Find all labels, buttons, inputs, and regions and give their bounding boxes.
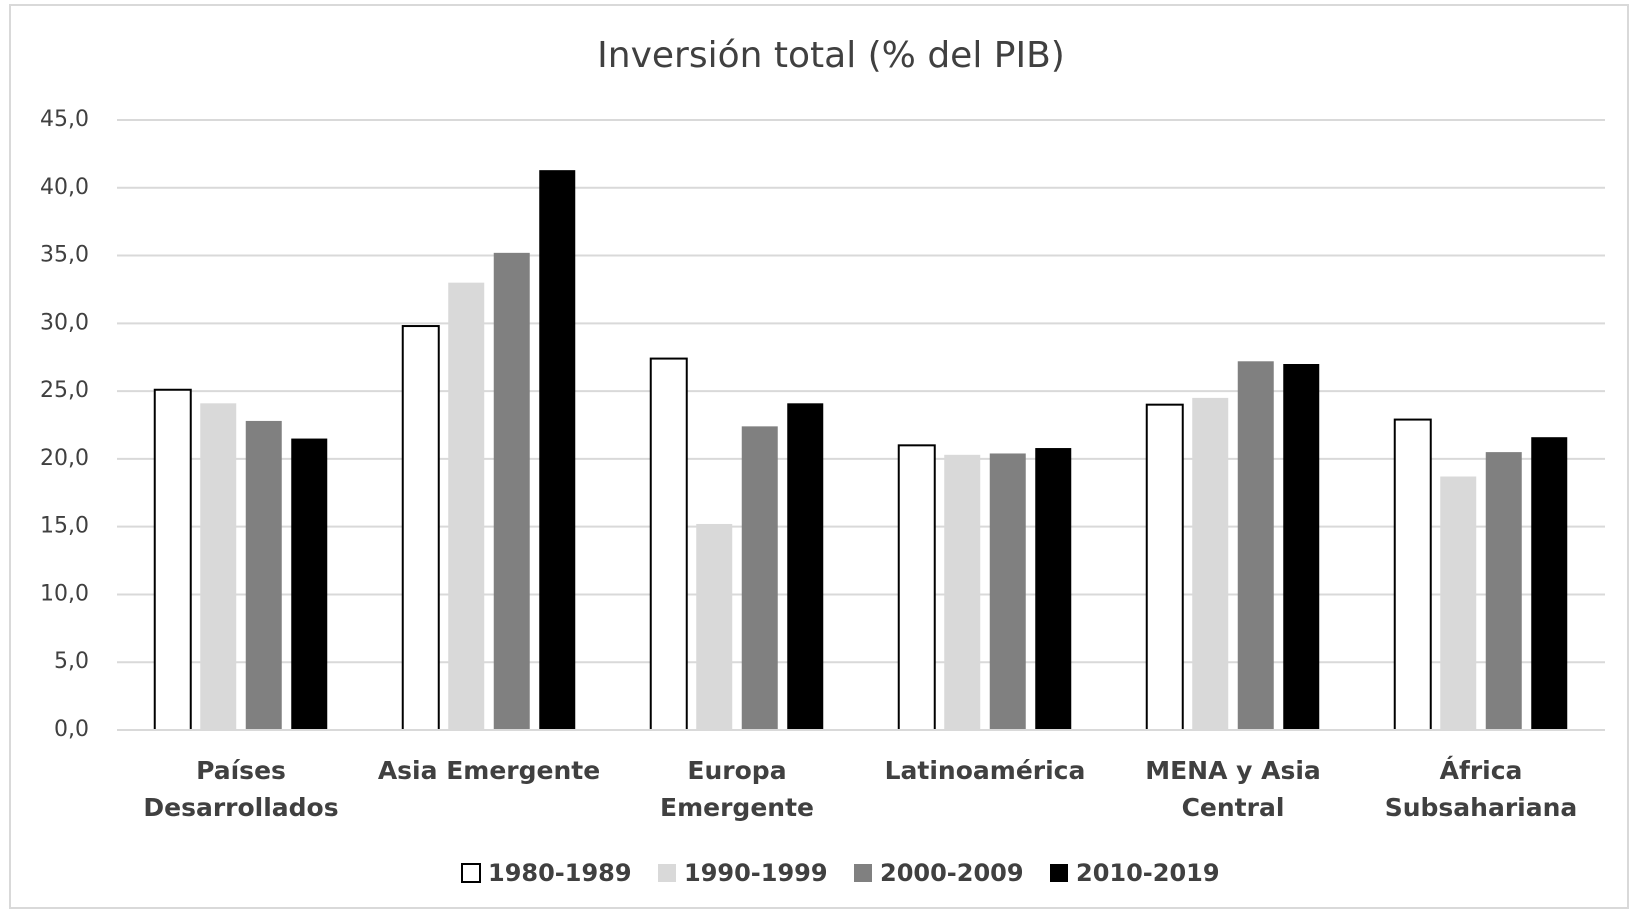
bar: [200, 403, 237, 730]
bar: [1145, 403, 1184, 731]
y-tick-label: 15,0: [40, 514, 89, 539]
bar: [493, 252, 530, 730]
bar: [944, 454, 981, 730]
bar: [153, 388, 192, 731]
bar: [897, 444, 936, 731]
x-tick-label: MENA y Asia Central: [1145, 756, 1321, 822]
bar: [401, 325, 440, 731]
y-tick-label: 30,0: [40, 310, 89, 335]
legend-swatch: [854, 864, 872, 882]
bar: [1283, 364, 1320, 730]
y-tick-label: 35,0: [40, 243, 89, 268]
bar: [649, 357, 688, 731]
y-tick-label: 5,0: [54, 649, 89, 674]
y-tick-label: 40,0: [40, 175, 89, 200]
legend-label: 1980-1989: [488, 859, 632, 887]
x-tick-label: Latinoamérica: [885, 756, 1086, 785]
y-tick-label: 20,0: [40, 446, 89, 471]
chart-title: Inversión total (% del PIB): [597, 35, 1065, 76]
legend-swatch: [1050, 864, 1068, 882]
bar: [1485, 452, 1522, 730]
bar: [741, 426, 778, 730]
bar: [539, 170, 576, 731]
legend-label: 2010-2019: [1076, 859, 1220, 887]
legend-swatch: [461, 863, 481, 883]
legend-label: 2000-2009: [880, 859, 1024, 887]
bar: [1237, 361, 1274, 730]
bar: [787, 403, 824, 730]
y-tick-label: 45,0: [40, 107, 89, 132]
y-tick-label: 25,0: [40, 378, 89, 403]
bar: [1393, 418, 1432, 731]
bar: [291, 438, 328, 730]
bar: [448, 282, 485, 730]
bar: [989, 453, 1026, 730]
x-tick-label: Europa Emergente: [660, 756, 814, 822]
x-tick-label: Países Desarrollados: [143, 756, 338, 822]
legend-label: 1990-1999: [684, 859, 828, 887]
x-tick-label: África Subsahariana: [1385, 756, 1578, 822]
y-tick-label: 10,0: [40, 581, 89, 606]
bar: [245, 420, 282, 730]
bar: [1192, 397, 1229, 730]
bar: [1531, 437, 1568, 730]
bar: [696, 523, 733, 730]
legend-swatch: [658, 864, 676, 882]
x-tick-label: Asia Emergente: [378, 756, 600, 785]
bar: [1035, 448, 1072, 730]
bar: [1440, 476, 1477, 730]
y-tick-label: 0,0: [54, 717, 89, 742]
